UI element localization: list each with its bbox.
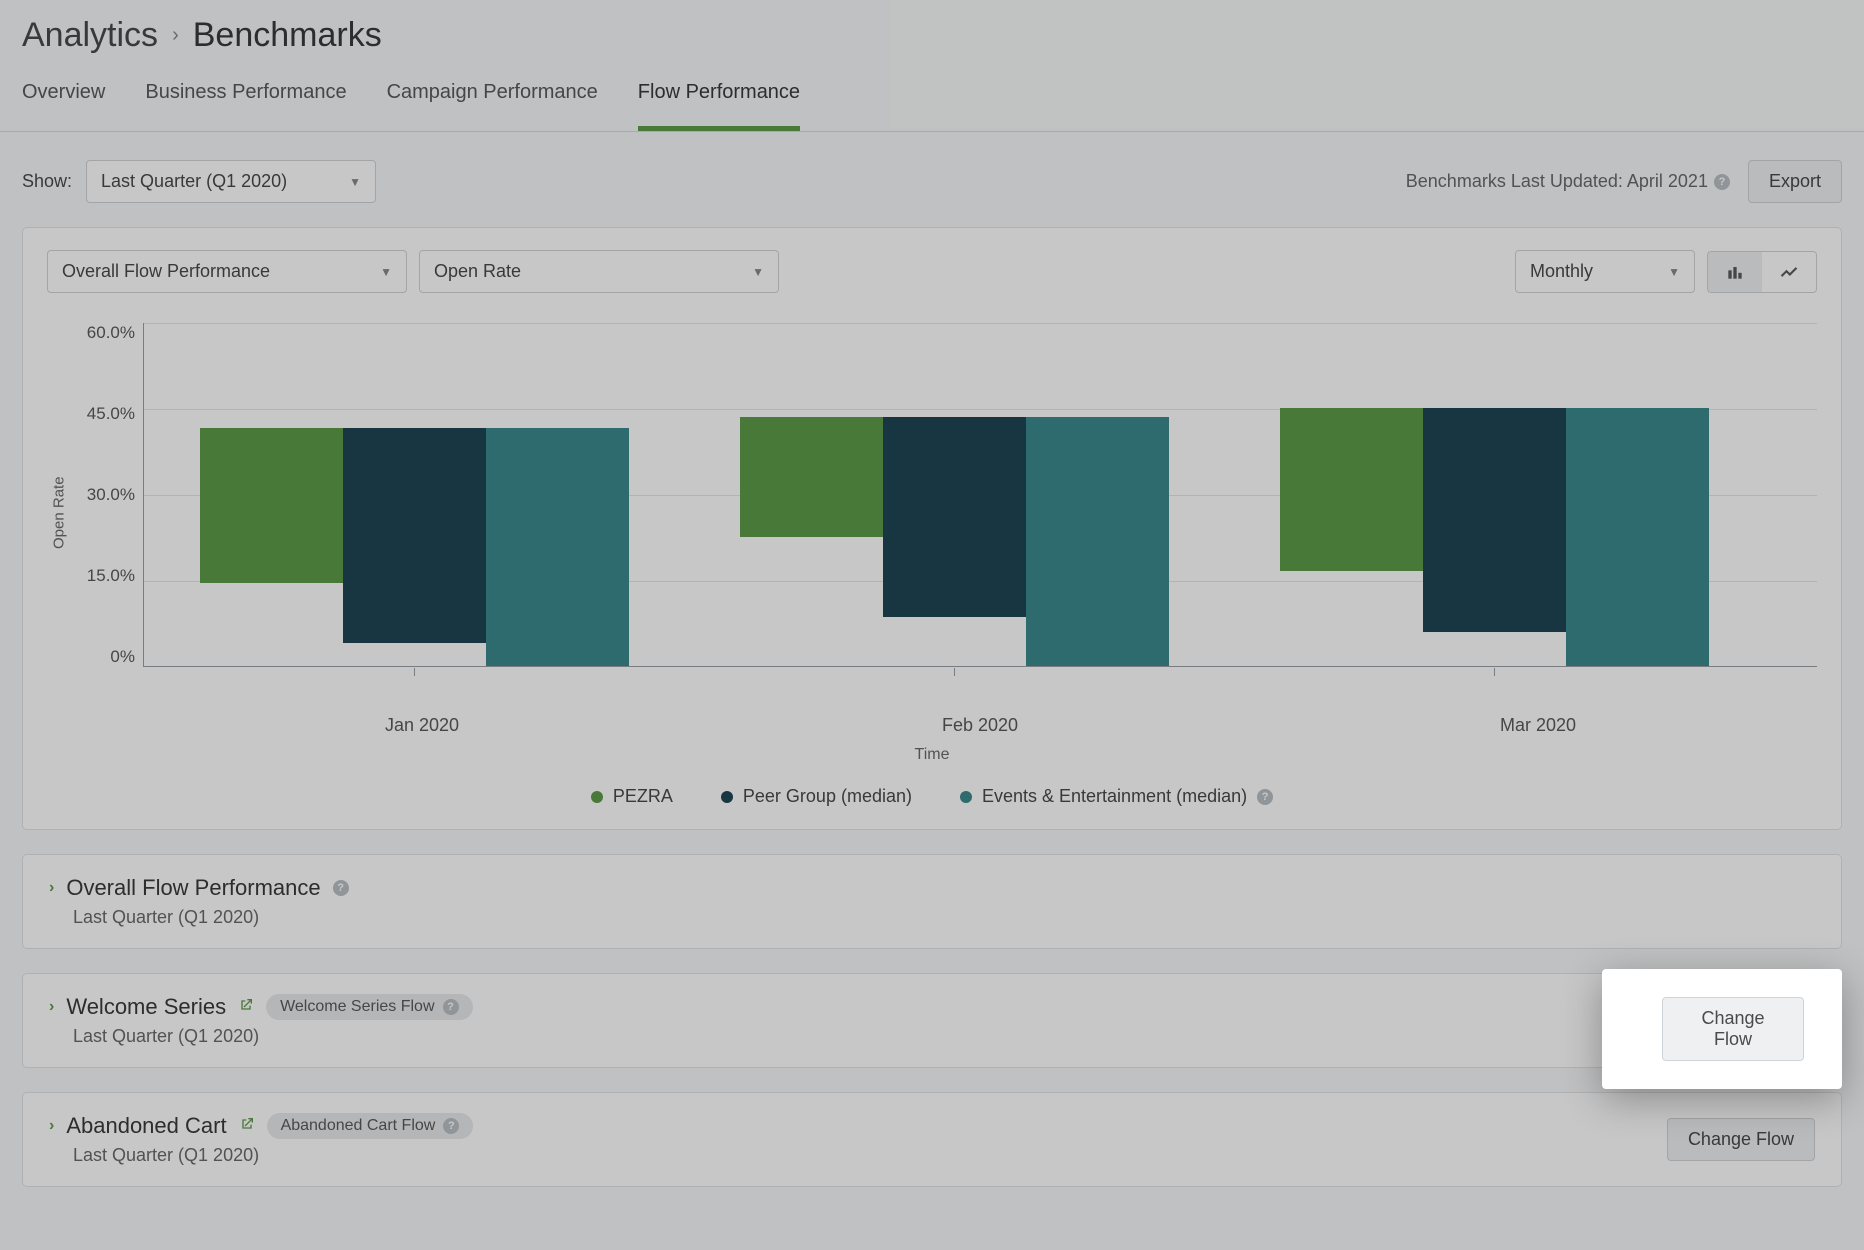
breadcrumb: Analytics › Benchmarks <box>0 0 1864 65</box>
flow-badge: Welcome Series Flow ? <box>266 994 472 1020</box>
line-chart-toggle[interactable] <box>1762 252 1816 292</box>
chart-bar[interactable] <box>740 417 883 537</box>
tab-overview[interactable]: Overview <box>22 65 105 131</box>
section-subtitle: Last Quarter (Q1 2020) <box>73 1026 473 1047</box>
flow-badge: Abandoned Cart Flow ? <box>267 1113 474 1139</box>
section-abandoned-cart: › Abandoned Cart Abandoned Cart Flow ? L… <box>22 1092 1842 1187</box>
chart-bar[interactable] <box>883 417 1026 618</box>
period-dropdown-value: Last Quarter (Q1 2020) <box>101 171 287 192</box>
chevron-right-icon: › <box>172 24 179 47</box>
section-subtitle: Last Quarter (Q1 2020) <box>73 907 349 928</box>
x-axis-labels: Jan 2020 Feb 2020 Mar 2020 <box>143 715 1817 736</box>
y-tick: 30.0% <box>87 485 135 505</box>
chart-bar[interactable] <box>1566 408 1709 666</box>
tab-flow-performance[interactable]: Flow Performance <box>638 65 800 131</box>
help-icon[interactable]: ? <box>1257 789 1273 805</box>
help-icon[interactable]: ? <box>333 880 349 896</box>
caret-down-icon: ▼ <box>349 175 361 189</box>
tabs: Overview Business Performance Campaign P… <box>0 65 1864 132</box>
chart-card: Overall Flow Performance ▼ Open Rate ▼ M… <box>22 227 1842 830</box>
period-dropdown[interactable]: Last Quarter (Q1 2020) ▼ <box>86 160 376 203</box>
caret-down-icon: ▼ <box>752 265 764 279</box>
external-link-icon[interactable] <box>239 1116 255 1137</box>
section-title: Abandoned Cart <box>66 1113 226 1139</box>
chart-view-toggle <box>1707 251 1817 293</box>
legend-dot <box>960 791 972 803</box>
granularity-dropdown[interactable]: Monthly ▼ <box>1515 250 1695 293</box>
y-axis-label: Open Rate <box>47 323 71 703</box>
legend-dot <box>591 791 603 803</box>
chart-controls: Overall Flow Performance ▼ Open Rate ▼ M… <box>47 250 1817 293</box>
chevron-right-icon[interactable]: › <box>49 1117 54 1135</box>
x-label: Mar 2020 <box>1259 715 1817 736</box>
chart-bar[interactable] <box>200 428 343 583</box>
x-label: Feb 2020 <box>701 715 1259 736</box>
x-label: Jan 2020 <box>143 715 701 736</box>
chart-bar[interactable] <box>1423 408 1566 632</box>
tab-campaign-performance[interactable]: Campaign Performance <box>387 65 598 131</box>
y-tick: 0% <box>110 647 135 667</box>
change-flow-button-highlighted[interactable]: Change Flow <box>1662 997 1804 1061</box>
breadcrumb-current: Benchmarks <box>193 16 382 55</box>
y-tick: 45.0% <box>87 404 135 424</box>
section-subtitle: Last Quarter (Q1 2020) <box>73 1145 473 1166</box>
chart-bar[interactable] <box>486 428 629 666</box>
legend-label: Events & Entertainment (median) <box>982 786 1247 807</box>
granularity-value: Monthly <box>1530 261 1593 282</box>
chart: Open Rate 60.0% 45.0% 30.0% 15.0% 0% <box>47 323 1817 703</box>
legend-label: PEZRA <box>613 786 673 807</box>
help-icon[interactable]: ? <box>443 999 459 1015</box>
bar-chart-toggle[interactable] <box>1708 252 1762 292</box>
chevron-right-icon[interactable]: › <box>49 998 54 1016</box>
section-overall-flow: › Overall Flow Performance ? Last Quarte… <box>22 854 1842 949</box>
section-title: Welcome Series <box>66 994 226 1020</box>
show-label: Show: <box>22 171 72 192</box>
legend-item: PEZRA <box>591 786 673 807</box>
chart-plot <box>143 323 1817 667</box>
badge-label: Abandoned Cart Flow <box>281 1117 436 1135</box>
metric-selector-value: Open Rate <box>434 261 521 282</box>
change-flow-button[interactable]: Change Flow <box>1667 1118 1815 1161</box>
chart-bar[interactable] <box>1026 417 1169 666</box>
flow-selector-value: Overall Flow Performance <box>62 261 270 282</box>
help-icon[interactable]: ? <box>443 1118 459 1134</box>
breadcrumb-parent[interactable]: Analytics <box>22 16 158 55</box>
metric-selector-dropdown[interactable]: Open Rate ▼ <box>419 250 779 293</box>
caret-down-icon: ▼ <box>380 265 392 279</box>
updated-text-label: Benchmarks Last Updated: April 2021 <box>1406 171 1708 192</box>
chart-legend: PEZRA Peer Group (median) Events & Enter… <box>47 786 1817 807</box>
flow-selector-dropdown[interactable]: Overall Flow Performance ▼ <box>47 250 407 293</box>
bar-chart-icon <box>1725 262 1745 282</box>
updated-text: Benchmarks Last Updated: April 2021 ? <box>1406 171 1730 192</box>
controls-row: Show: Last Quarter (Q1 2020) ▼ Benchmark… <box>0 132 1864 227</box>
chart-bar[interactable] <box>1280 408 1423 571</box>
x-axis-title: Time <box>47 746 1817 764</box>
section-title: Overall Flow Performance <box>66 875 320 901</box>
legend-label: Peer Group (median) <box>743 786 912 807</box>
section-welcome-series: › Welcome Series Welcome Series Flow ? L… <box>22 973 1842 1068</box>
help-icon[interactable]: ? <box>1714 174 1730 190</box>
legend-item: Peer Group (median) <box>721 786 912 807</box>
badge-label: Welcome Series Flow <box>280 998 434 1016</box>
y-axis: 60.0% 45.0% 30.0% 15.0% 0% <box>71 323 143 667</box>
tab-business-performance[interactable]: Business Performance <box>145 65 346 131</box>
chart-bar[interactable] <box>343 428 486 643</box>
y-tick: 60.0% <box>87 323 135 343</box>
y-tick: 15.0% <box>87 566 135 586</box>
legend-dot <box>721 791 733 803</box>
line-chart-icon <box>1779 262 1799 282</box>
change-flow-popover: Change Flow <box>1602 969 1842 1089</box>
chevron-right-icon[interactable]: › <box>49 879 54 897</box>
caret-down-icon: ▼ <box>1668 265 1680 279</box>
legend-item: Events & Entertainment (median) ? <box>960 786 1273 807</box>
external-link-icon[interactable] <box>238 997 254 1018</box>
export-button[interactable]: Export <box>1748 160 1842 203</box>
